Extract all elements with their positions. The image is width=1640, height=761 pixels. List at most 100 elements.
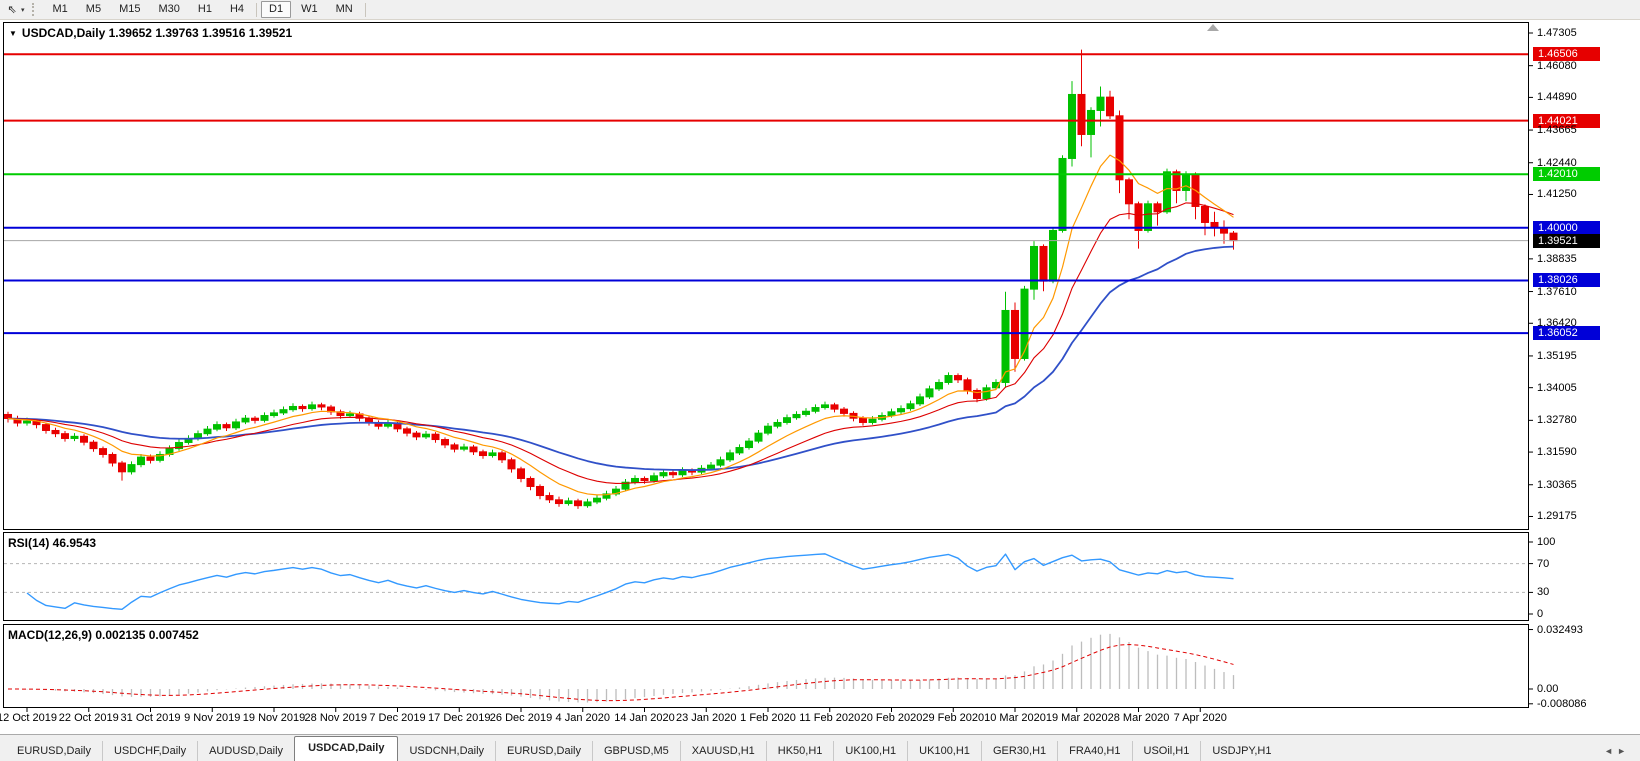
macd-indicator-label: MACD(12,26,9) 0.002135 0.007452 (8, 628, 199, 642)
chart-tab-hk50-h1[interactable]: HK50,H1 (765, 741, 834, 761)
date-label: 1 Feb 2020 (740, 712, 796, 724)
date-label: 23 Jan 2020 (675, 712, 737, 724)
chart-tab-bar: EURUSD,Daily USDCHF,Daily AUDUSD,Daily USDC… (0, 734, 1640, 761)
chart-tab-ger30-h1[interactable]: GER30,H1 (980, 741, 1057, 761)
date-label: 10 Mar 2020 (984, 712, 1046, 724)
right-shift-marker-icon[interactable] (1207, 24, 1219, 31)
date-label: 4 Jan 2020 (555, 712, 610, 724)
timeframe-button-mn[interactable]: MN (335, 3, 353, 15)
price-tick-label: 1.41250 (1537, 188, 1577, 201)
timeframe-button-h4[interactable]: H4 (229, 3, 245, 15)
chart-tab-uk100-h1[interactable]: UK100,H1 (907, 741, 981, 761)
price-level-tag[interactable]: 1.40000 (1533, 220, 1600, 235)
date-label: 17 Dec 2019 (428, 712, 491, 724)
chart-tab-fra40-h1[interactable]: FRA40,H1 (1057, 741, 1131, 761)
timeframe-button-m30[interactable]: M30 (158, 3, 180, 15)
price-level-tag[interactable]: 1.44021 (1533, 113, 1600, 128)
timeframe-button-d1[interactable]: D1 (261, 1, 292, 18)
price-tick-label: 1.44890 (1537, 91, 1577, 104)
price-tick-label: 1.38835 (1537, 252, 1577, 265)
candlestick-series (4, 49, 1238, 509)
date-label: 28 Nov 2019 (304, 712, 367, 724)
timeframe-button-h1[interactable]: H1 (197, 3, 212, 15)
macd-axis-label: -0.008086 (1537, 697, 1587, 710)
price-tick-label: 1.30365 (1537, 478, 1577, 491)
price-tick-label: 1.32780 (1537, 414, 1577, 427)
macd-panel (7, 629, 1533, 705)
price-tick-label: 1.37610 (1537, 285, 1577, 298)
price-level-tag[interactable]: 1.38026 (1533, 273, 1600, 288)
date-label: 9 Nov 2019 (184, 712, 241, 724)
chart-tab-audusd-daily[interactable]: AUDUSD,Daily (197, 741, 294, 761)
price-tick-label: 1.31590 (1537, 446, 1577, 459)
date-label: 14 Jan 2020 (614, 712, 675, 724)
rsi-panel (4, 541, 1533, 615)
moving-averages (7, 154, 1234, 496)
price-level-tag[interactable]: 1.46506 (1533, 47, 1600, 62)
rsi-indicator-label: RSI(14) 46.9543 (8, 536, 97, 550)
price-level-tag[interactable]: 1.42010 (1533, 167, 1600, 182)
tab-scroll-left-icon[interactable]: ◄ (1604, 746, 1618, 756)
toolbar-grip-handle[interactable] (31, 3, 38, 16)
chevron-down-icon[interactable]: ▼ (9, 28, 17, 38)
chart-tabs: EURUSD,Daily USDCHF,Daily AUDUSD,Daily USDC… (6, 735, 1282, 761)
timeframe-button-w1[interactable]: W1 (301, 3, 318, 15)
date-label: 7 Dec 2019 (369, 712, 426, 724)
date-label: 19 Nov 2019 (242, 712, 306, 724)
price-tick-label: 1.34005 (1537, 381, 1577, 394)
chart-tab-usdchf-daily[interactable]: USDCHF,Daily (101, 741, 197, 761)
timeframe-button-m15[interactable]: M15 (119, 3, 141, 15)
date-label: 19 Mar 2020 (1045, 712, 1108, 724)
tab-scroll-right-icon[interactable]: ► (1617, 746, 1630, 756)
chart-tab-uk100-h1[interactable]: UK100,H1 (833, 741, 907, 761)
date-label: 11 Feb 2020 (799, 712, 861, 724)
chart-tab-usoil-h1[interactable]: USOil,H1 (1131, 741, 1201, 761)
date-label: 7 Apr 2020 (1173, 712, 1227, 724)
panel-frames (3, 22, 1529, 708)
cursor-tool-dropdown-icon[interactable]: ▾ (21, 6, 25, 14)
price-tick-label: 1.43665 (1537, 124, 1577, 137)
chart-tab-usdjpy-h1[interactable]: USDJPY,H1 (1200, 741, 1282, 761)
price-axis-ticks (1528, 32, 1533, 517)
timeframe-toolbar: ⇖ ▾ M1 M5 M15 M30 H1 H4 D1 W1 MN (0, 0, 1640, 20)
chart-tab-gbpusd-m5[interactable]: GBPUSD,M5 (592, 741, 680, 761)
cursor-tool-icon[interactable]: ⇖ (7, 4, 17, 16)
horizontal-levels (4, 53, 1528, 335)
date-label: 28 Mar 2020 (1107, 712, 1170, 724)
chart-tab-usdcad-daily[interactable]: USDCAD,Daily (294, 736, 399, 761)
price-tick-label: 1.46080 (1537, 59, 1577, 72)
rsi-axis-label: 70 (1537, 557, 1550, 570)
price-tick-label: 1.35195 (1537, 349, 1577, 362)
price-tick-label: 1.42440 (1537, 156, 1577, 169)
timeframe-button-m1[interactable]: M1 (52, 3, 68, 15)
bid-price-tag: 1.39521 (1533, 233, 1600, 248)
price-level-tag[interactable]: 1.36052 (1533, 326, 1600, 341)
date-label: 22 Oct 2019 (58, 712, 119, 724)
rsi-axis-label: 100 (1537, 536, 1556, 548)
chart-title-text: USDCAD,Daily 1.39652 1.39763 1.39516 1.3… (21, 26, 293, 40)
tab-scroll-arrows[interactable]: ◄► (1604, 746, 1630, 756)
date-label: 26 Dec 2019 (489, 712, 553, 724)
price-tick-label: 1.29175 (1537, 510, 1577, 523)
chart-tab-usdcnh-daily[interactable]: USDCNH,Daily (409, 745, 485, 757)
rsi-axis-label: 0 (1537, 608, 1544, 620)
price-tick-label: 1.36420 (1537, 317, 1577, 330)
price-tick-label: 1.47305 (1537, 27, 1577, 39)
chart-tab-eurusd-daily[interactable]: EURUSD,Daily (495, 741, 592, 761)
date-axis (26, 708, 1201, 712)
chart-tab-eurusd-daily[interactable]: EURUSD,Daily (17, 745, 91, 757)
rsi-axis-label: 30 (1537, 586, 1550, 599)
chart-tab-xauusd-h1[interactable]: XAUUSD,H1 (679, 741, 766, 761)
macd-axis-label: 0.00 (1537, 683, 1559, 695)
date-label: 12 Oct 2019 (0, 712, 57, 724)
toolbar-separator (256, 2, 258, 17)
date-label: 29 Feb 2020 (922, 712, 985, 724)
chart-title: ▼ USDCAD,Daily 1.39652 1.39763 1.39516 1… (9, 26, 292, 40)
macd-axis-label: 0.032493 (1537, 623, 1583, 636)
timeframe-buttons: M1 M5 M15 M30 H1 H4 D1 W1 MN (44, 1, 369, 18)
date-label: 31 Oct 2019 (120, 712, 181, 724)
timeframe-button-m5[interactable]: M5 (85, 3, 102, 15)
toolbar-separator (364, 2, 366, 17)
